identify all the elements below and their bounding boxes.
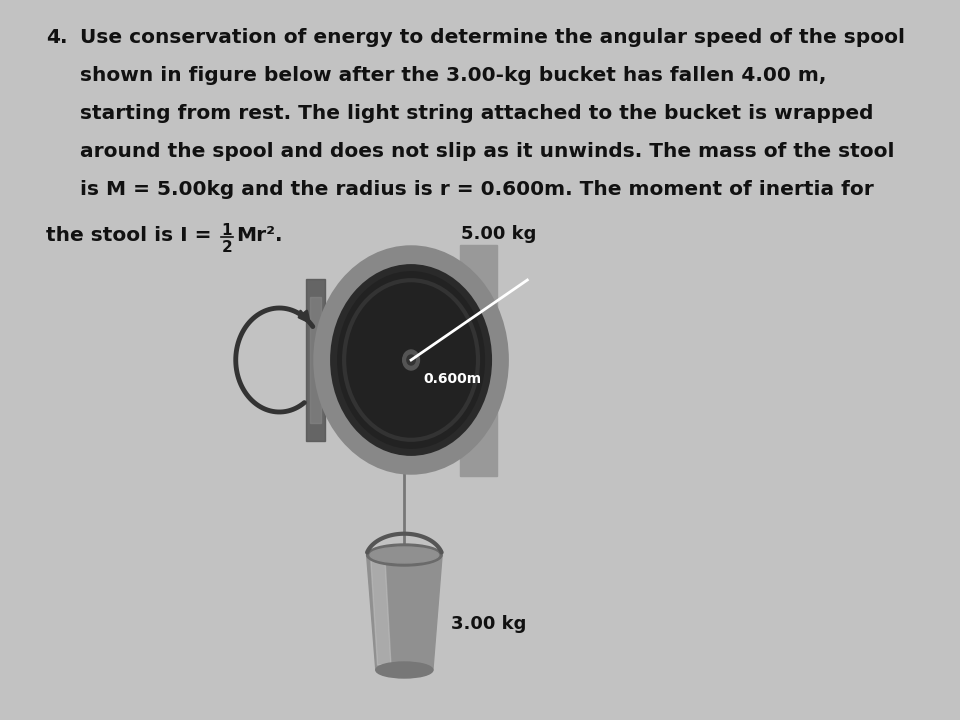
Text: 4.: 4. xyxy=(46,28,67,47)
Circle shape xyxy=(323,255,499,465)
Text: 1: 1 xyxy=(222,223,232,238)
Ellipse shape xyxy=(367,544,443,566)
Circle shape xyxy=(407,355,416,365)
Text: 3.00 kg: 3.00 kg xyxy=(450,615,526,633)
Text: Mr².: Mr². xyxy=(236,226,282,245)
Polygon shape xyxy=(367,555,443,670)
Text: around the spool and does not slip as it unwinds. The mass of the stool: around the spool and does not slip as it… xyxy=(80,142,894,161)
Bar xyxy=(460,245,497,475)
Text: starting from rest. The light string attached to the bucket is wrapped: starting from rest. The light string att… xyxy=(80,104,874,123)
Ellipse shape xyxy=(376,662,433,678)
Text: Use conservation of energy to determine the angular speed of the spool: Use conservation of energy to determine … xyxy=(80,28,904,47)
Bar xyxy=(309,297,322,423)
Ellipse shape xyxy=(370,547,439,563)
Text: is M = 5.00kg and the radius is r = 0.600m. The moment of inertia for: is M = 5.00kg and the radius is r = 0.60… xyxy=(80,180,874,199)
Text: the stool is I =: the stool is I = xyxy=(46,226,219,245)
Text: 5.00 kg: 5.00 kg xyxy=(462,225,537,243)
Text: 0.600m: 0.600m xyxy=(423,372,482,386)
Bar xyxy=(306,279,324,441)
Text: shown in figure below after the 3.00-kg bucket has fallen 4.00 m,: shown in figure below after the 3.00-kg … xyxy=(80,66,826,85)
Text: 2: 2 xyxy=(222,240,232,255)
Polygon shape xyxy=(371,560,391,665)
Circle shape xyxy=(402,350,420,370)
